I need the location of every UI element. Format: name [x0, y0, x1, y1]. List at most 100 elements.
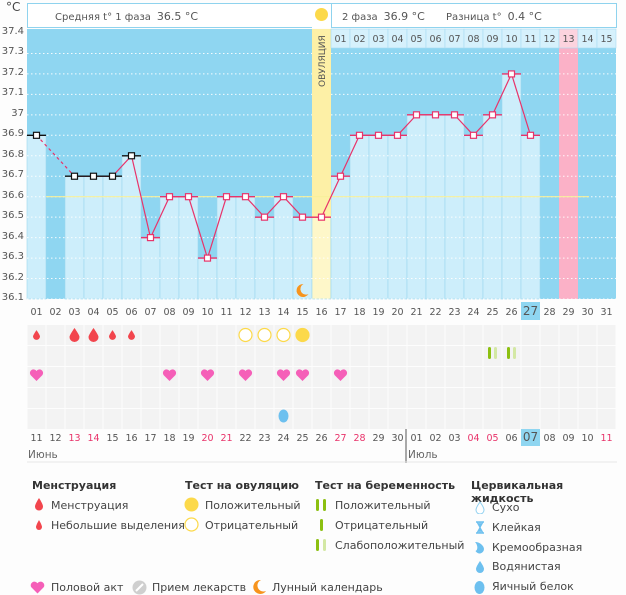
dry-icon [475, 501, 485, 514]
calendar-date-label: 13 [68, 433, 80, 444]
marker-cell [236, 409, 255, 429]
marker-cell [350, 409, 369, 429]
phase2-day-label: 09 [486, 34, 498, 45]
temp-point [279, 193, 288, 201]
temp-bar [444, 114, 465, 300]
month-label: Июнь [28, 449, 58, 461]
marker-cell [388, 346, 407, 366]
marker-cell [597, 346, 616, 366]
marker-cell [122, 367, 141, 387]
temp-bar [121, 155, 142, 300]
temp-point [184, 193, 193, 201]
temp-point [146, 234, 155, 242]
marker-cell [483, 388, 502, 408]
marker-cell [578, 409, 597, 429]
weak-positive-pregnancy-test-icon [316, 539, 326, 551]
marker-cell [236, 346, 255, 366]
temp-point [507, 70, 516, 78]
temp-point [336, 172, 345, 180]
marker-cell [217, 346, 236, 366]
calendar-date-label: 10 [581, 433, 593, 444]
marker-cell [559, 409, 578, 429]
phase2-label: 2 фаза [342, 12, 378, 23]
cycle-day-label: 10 [201, 307, 213, 318]
phase2-day-label: 13 [562, 34, 574, 45]
marker-cell [540, 409, 559, 429]
marker-cell [312, 346, 331, 366]
sticky-icon [476, 521, 484, 534]
marker-cell [255, 409, 274, 429]
calendar-date-label: 05 [486, 433, 498, 444]
cycle-day-label: 07 [144, 307, 156, 318]
legend-fluid-dry: Сухо [492, 501, 520, 514]
today-highlight [521, 302, 540, 320]
cycle-day-label: 19 [372, 307, 384, 318]
marker-cell [27, 409, 46, 429]
calendar-date-label: 01 [410, 433, 422, 444]
calendar-date-label: 25 [296, 433, 308, 444]
diff-label: Разница t° [446, 12, 502, 23]
temp-bar [501, 73, 522, 300]
temp-point [298, 213, 307, 221]
phase1-value: 36.5 °C [156, 10, 199, 23]
marker-cell [255, 367, 274, 387]
calendar-date-label: 11 [30, 433, 42, 444]
marker-cell [388, 388, 407, 408]
menstruation-drop-icon [35, 498, 43, 511]
temp-bar [273, 196, 294, 300]
temp-point [526, 131, 535, 139]
marker-cell [559, 346, 578, 366]
ovulation-label: ОВУЛЯЦИЯ [318, 35, 328, 87]
temp-point [222, 193, 231, 201]
phase2-day-label: 15 [600, 34, 612, 45]
temp-point [165, 193, 174, 201]
positive-pregnancy-test-icon [316, 499, 326, 511]
marker-cell [293, 409, 312, 429]
marker-cell [141, 388, 160, 408]
moon-icon [253, 579, 266, 594]
marker-cell [483, 325, 502, 345]
phase2-day-label: 11 [524, 34, 536, 45]
marker-cell [388, 367, 407, 387]
intercourse-heart-icon [295, 369, 310, 381]
phase2-day-label: 08 [467, 34, 479, 45]
marker-cell [312, 409, 331, 429]
cycle-day-label: 15 [296, 307, 308, 318]
marker-cell [445, 325, 464, 345]
marker-cell [46, 367, 65, 387]
temp-point [393, 131, 402, 139]
phase2-day-label: 12 [543, 34, 555, 45]
calendar-date-label: 30 [391, 433, 403, 444]
calendar-date-label: 07 [523, 430, 538, 444]
temp-line-segment [187, 196, 209, 259]
cycle-day-label: 13 [258, 307, 270, 318]
calendar-date-label: 26 [315, 433, 327, 444]
temp-point [450, 111, 459, 119]
marker-cell [65, 388, 84, 408]
marker-cell [198, 325, 217, 345]
cycle-day-label: 18 [353, 307, 365, 318]
marker-cell [46, 409, 65, 429]
temp-line-segment [339, 135, 361, 177]
calendar-date-label: 24 [277, 433, 289, 444]
marker-cell [179, 409, 198, 429]
marker-cell [84, 346, 103, 366]
marker-cell [179, 325, 198, 345]
temp-bar [235, 196, 256, 300]
pregnancy-test-line [507, 347, 510, 359]
marker-cell [103, 388, 122, 408]
intercourse-heart-icon [30, 581, 45, 594]
phase2-day-label: 14 [581, 34, 593, 45]
y-tick-label: 36.2 [1, 271, 24, 283]
temp-point [374, 131, 383, 139]
temp-point [355, 131, 364, 139]
temp-line-segment [149, 196, 171, 238]
legend-medication: Прием лекарств [152, 581, 247, 594]
moon-icon [296, 283, 309, 297]
phase2-value: 36.9 °C [383, 10, 425, 23]
cycle-day-label: 21 [410, 307, 422, 318]
negative-pregnancy-test-icon [320, 519, 323, 531]
legend-pregnancy-positive: Положительный [335, 499, 431, 512]
y-tick-label: 36.7 [1, 169, 24, 181]
intercourse-heart-icon [29, 369, 44, 381]
